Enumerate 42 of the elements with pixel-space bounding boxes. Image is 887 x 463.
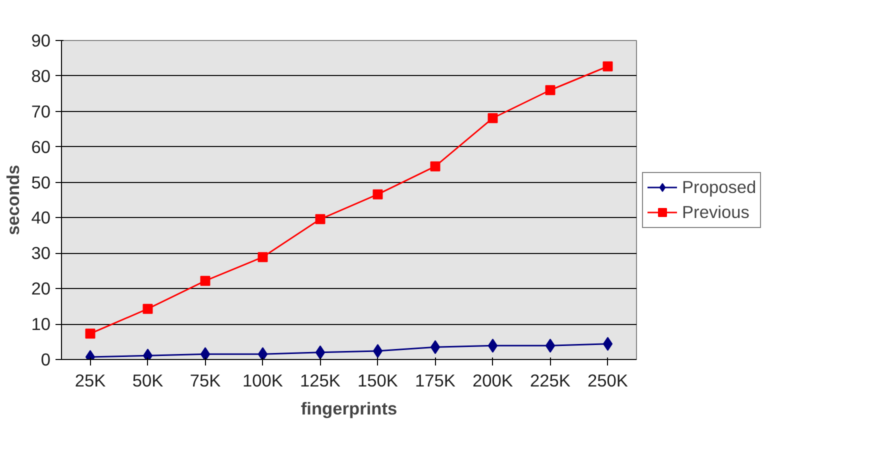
y-tick-label: 50	[31, 172, 51, 192]
point	[200, 347, 210, 360]
y-tick-label: 80	[31, 66, 51, 86]
x-tick-label: 175K	[415, 370, 456, 390]
point	[315, 214, 326, 224]
y-tick-label: 60	[31, 136, 51, 157]
point	[545, 85, 556, 96]
y-axis-title: seconds	[3, 164, 24, 236]
x-tick-label: 100K	[242, 370, 284, 390]
y-tick-label: 40	[31, 208, 51, 228]
point	[602, 336, 613, 351]
point	[142, 304, 153, 314]
point	[430, 340, 440, 354]
y-tick-label: 90	[31, 30, 51, 50]
x-tick-label: 225K	[530, 370, 571, 390]
y-tick-label: 30	[31, 243, 51, 264]
y-tick-label: 70	[31, 101, 51, 122]
point	[488, 113, 498, 124]
point	[258, 252, 268, 262]
point	[545, 338, 556, 353]
x-tick-label: 200K	[472, 370, 514, 390]
point	[602, 61, 613, 72]
x-tick-label: 75K	[190, 370, 222, 390]
y-tick-label: 0	[40, 350, 51, 370]
x-tick-label: 25K	[74, 370, 106, 390]
point	[372, 344, 383, 358]
point	[258, 347, 268, 360]
point	[372, 189, 383, 200]
x-tick-label: 250K	[588, 370, 628, 390]
point	[85, 328, 96, 339]
x-axis-title: fingerprints	[300, 398, 398, 418]
y-tick-label: 10	[31, 314, 51, 334]
point	[315, 345, 326, 360]
x-tick-label: 150K	[358, 370, 398, 390]
legend-label: Proposed	[682, 176, 756, 198]
x-tick-label: 50K	[132, 370, 164, 390]
x-tick-label: 125K	[300, 370, 341, 390]
point	[200, 276, 210, 286]
y-tick-label: 20	[31, 278, 51, 299]
point	[488, 338, 498, 353]
point	[430, 161, 440, 172]
legend-label: Previous	[682, 202, 750, 222]
